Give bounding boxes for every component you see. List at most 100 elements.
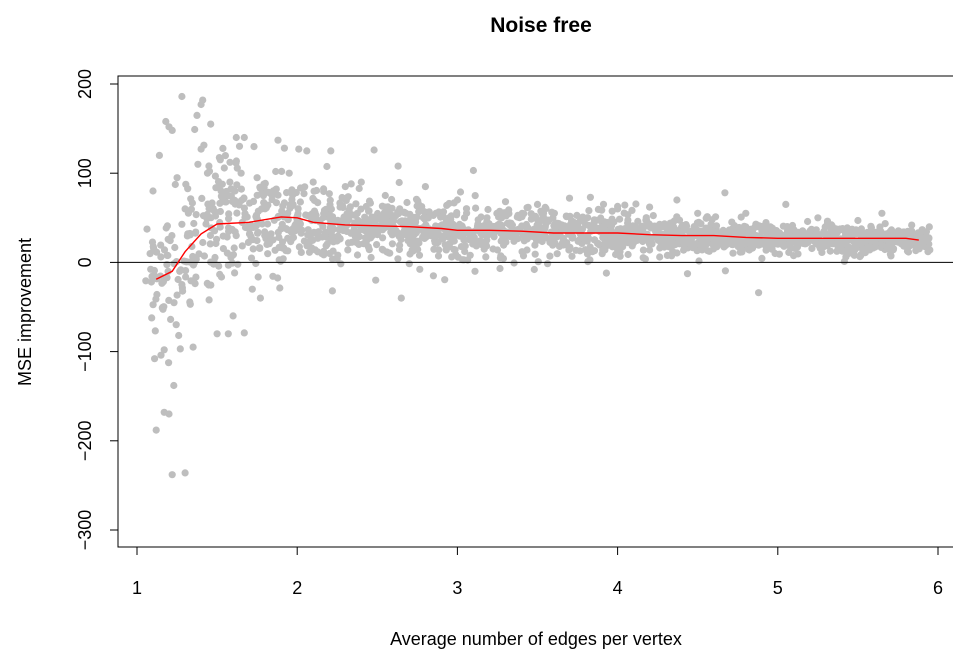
scatter-point <box>241 210 249 218</box>
scatter-point <box>279 255 287 263</box>
scatter-point <box>183 232 191 240</box>
scatter-point <box>362 223 370 231</box>
scatter-point <box>547 228 555 236</box>
scatter-point <box>344 193 352 201</box>
scatter-point <box>642 214 650 222</box>
scatter-point <box>258 220 266 228</box>
scatter-point <box>295 217 303 225</box>
scatter-point <box>462 205 471 213</box>
scatter-point <box>403 198 411 207</box>
scatter-point <box>849 244 857 252</box>
scatter-point <box>233 181 241 189</box>
scatter-point <box>852 230 860 238</box>
scatter-point <box>598 206 606 214</box>
scatter-point <box>300 237 308 245</box>
scatter-point <box>544 260 552 268</box>
scatter-point <box>235 142 244 150</box>
scatter-point <box>769 241 777 249</box>
scatter-point <box>192 211 200 219</box>
scatter-point <box>296 198 304 206</box>
scatter-point <box>302 211 310 219</box>
scatter-point <box>274 191 282 199</box>
scatter-point <box>218 180 226 188</box>
scatter-point <box>470 233 478 241</box>
scatter-point <box>890 238 898 246</box>
scatter-point <box>707 220 715 228</box>
scatter-point <box>673 196 681 204</box>
scatter-point <box>240 133 248 142</box>
scatter-point <box>184 185 192 193</box>
scatter-point <box>310 187 318 195</box>
scatter-point <box>415 251 424 259</box>
scatter-point <box>648 239 656 247</box>
scatter-point <box>398 217 406 225</box>
scatter-point <box>365 246 373 254</box>
scatter-point <box>501 198 510 206</box>
scatter-point <box>456 188 465 196</box>
scatter-point <box>180 257 188 265</box>
scatter-point <box>153 290 161 299</box>
scatter-point <box>386 249 394 257</box>
scatter-point <box>628 206 636 214</box>
scatter-point <box>688 234 696 242</box>
scatter-point <box>656 253 664 261</box>
scatter-point <box>433 239 441 247</box>
scatter-point <box>490 233 498 241</box>
scatter-point <box>353 251 362 259</box>
scatter-point <box>150 266 158 275</box>
points-layer <box>142 92 934 479</box>
scatter-point <box>667 232 675 241</box>
scatter-point <box>527 210 535 218</box>
scatter-point <box>524 203 532 211</box>
scatter-point <box>297 229 305 237</box>
scatter-point <box>347 180 355 188</box>
scatter-point <box>584 214 592 222</box>
scatter-point <box>394 255 402 263</box>
scatter-point <box>629 223 637 231</box>
scatter-point <box>352 200 360 208</box>
scatter-point <box>506 232 514 241</box>
scatter-point <box>721 267 730 275</box>
scatter-point <box>599 200 608 208</box>
scatter-point <box>142 277 150 285</box>
scatter-point <box>239 195 248 203</box>
scatter-point <box>240 204 248 212</box>
scatter-point <box>498 214 506 222</box>
scatter-point <box>276 284 284 292</box>
scatter-point <box>668 219 676 227</box>
scatter-point <box>683 222 691 230</box>
scatter-point <box>237 185 245 193</box>
scatter-point <box>621 201 629 209</box>
scatter-point <box>758 254 766 262</box>
scatter-point <box>559 234 568 242</box>
scatter-point <box>553 250 561 258</box>
scatter-point <box>667 226 675 234</box>
scatter-point <box>709 239 718 248</box>
scatter-point <box>309 178 317 186</box>
scatter-point <box>477 213 485 221</box>
scatter-point <box>408 246 416 254</box>
scatter-point <box>608 215 616 223</box>
scatter-point <box>388 195 396 204</box>
x-tick-label: 2 <box>292 578 302 598</box>
scatter-point <box>262 204 270 212</box>
scatter-point <box>205 296 213 304</box>
scatter-point <box>216 156 224 164</box>
scatter-point <box>147 278 155 286</box>
scatter-point <box>205 205 213 213</box>
scatter-point <box>190 219 198 228</box>
scatter-point <box>405 260 413 268</box>
scatter-point <box>173 291 181 299</box>
scatter-point <box>658 230 666 238</box>
scatter-point <box>624 216 632 224</box>
scatter-point <box>193 111 201 119</box>
scatter-point <box>416 265 424 273</box>
scatter-point <box>205 162 213 170</box>
scatter-point <box>820 230 829 239</box>
scatter-point <box>171 180 179 189</box>
scatter-point <box>294 205 302 213</box>
scatter-point <box>216 199 224 207</box>
scatter-point <box>460 236 468 244</box>
scatter-point <box>663 251 672 259</box>
scatter-point <box>429 272 437 280</box>
